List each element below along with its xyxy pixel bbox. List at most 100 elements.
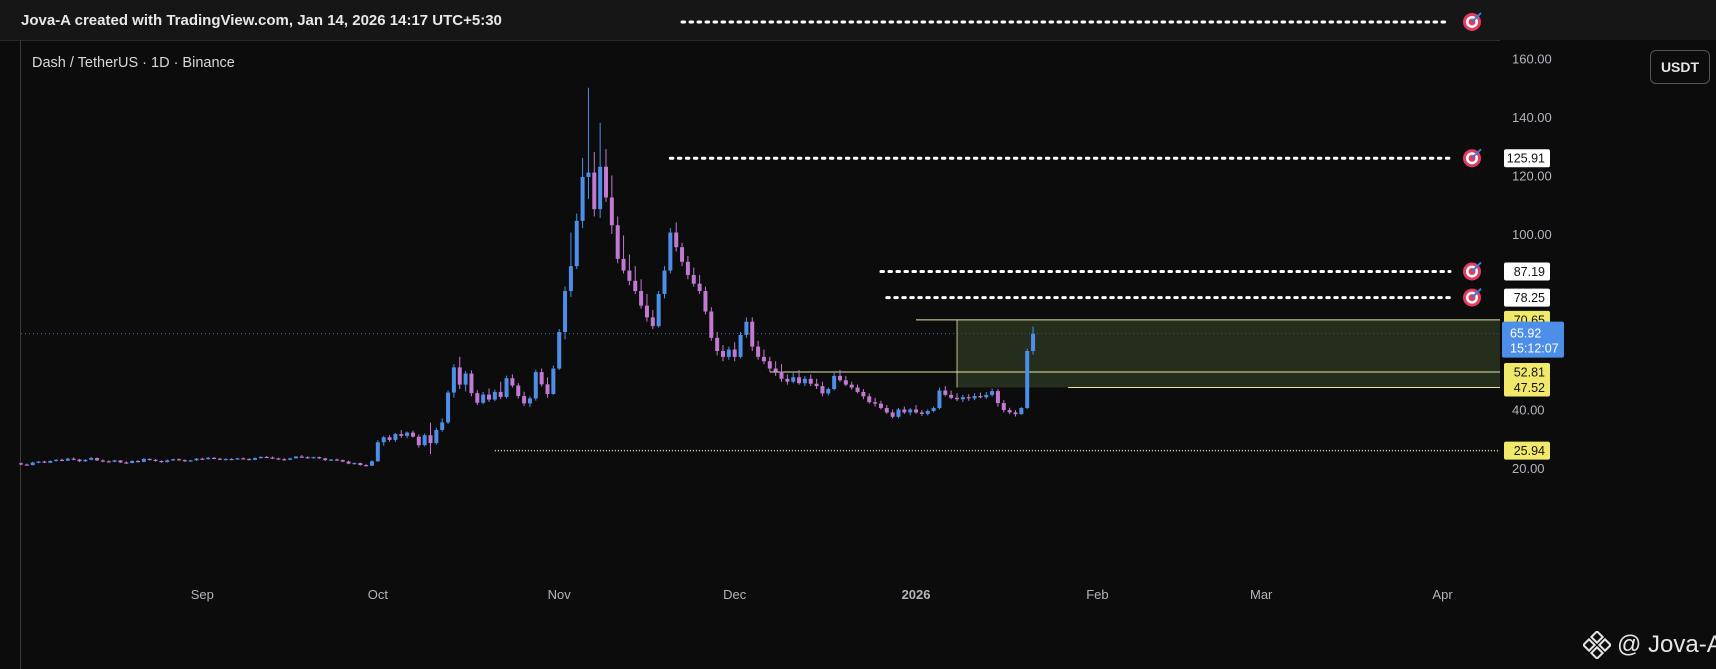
currency-button[interactable]: USDT: [1650, 50, 1710, 84]
candle: [305, 456, 310, 459]
candle: [756, 340, 761, 360]
candle: [680, 242, 685, 267]
candle: [551, 365, 556, 395]
candle: [416, 434, 421, 448]
candle: [925, 409, 930, 416]
candle: [843, 375, 848, 387]
candle: [919, 410, 924, 416]
candle: [592, 152, 597, 217]
candle: [194, 458, 199, 461]
candle: [1019, 407, 1024, 415]
y-tick-label: 20.00: [1512, 461, 1545, 476]
candle: [984, 391, 989, 399]
candle: [118, 460, 123, 464]
candle: [943, 386, 948, 397]
y-tick-label: 40.00: [1512, 403, 1545, 418]
candle: [978, 392, 983, 399]
x-tick-label: Nov: [548, 587, 572, 602]
candle: [914, 405, 919, 414]
symbol-label: Dash / TetherUS · 1D · Binance: [32, 55, 235, 71]
candle: [106, 460, 111, 463]
candle: [410, 430, 415, 438]
candle: [516, 383, 521, 399]
candle: [176, 458, 181, 461]
candle: [761, 349, 766, 365]
candle: [568, 232, 573, 297]
y-tick-label: 100.00: [1512, 227, 1552, 242]
candle: [253, 457, 257, 461]
target-icon: [1471, 12, 1482, 23]
candle: [604, 149, 608, 202]
candle: [77, 458, 82, 463]
watermark: @ Jova-A: [1583, 631, 1716, 659]
candle: [814, 378, 819, 390]
watermark-text: @ Jova-A: [1617, 631, 1716, 658]
candle: [124, 461, 129, 464]
candle: [510, 374, 515, 388]
candle: [627, 254, 632, 286]
candle: [24, 463, 29, 466]
price-label: [1504, 288, 1550, 307]
price-label: [1504, 363, 1550, 382]
candle: [1031, 326, 1036, 355]
candle: [89, 456, 94, 461]
candle: [136, 460, 140, 463]
price-label-text: 47.52: [1514, 381, 1545, 395]
candle: [586, 87, 591, 199]
candle: [492, 389, 497, 402]
candle: [182, 459, 187, 462]
candle: [955, 393, 959, 402]
candle: [832, 372, 837, 391]
candle: [867, 393, 872, 404]
candle: [399, 429, 404, 438]
candle: [288, 457, 293, 461]
candle: [990, 388, 995, 397]
price-label-text: 87.19: [1514, 265, 1545, 279]
candle: [972, 393, 977, 401]
candle: [744, 317, 749, 338]
candle: [223, 458, 228, 461]
candle: [656, 291, 661, 328]
candle: [19, 462, 23, 466]
candle: [440, 418, 445, 432]
candle: [527, 396, 532, 408]
candle: [574, 213, 579, 270]
candle: [352, 462, 357, 465]
candle: [1001, 400, 1006, 413]
candle: [370, 460, 374, 466]
candle: [621, 235, 626, 274]
candle: [639, 279, 644, 309]
price-label: [1504, 441, 1550, 460]
candle: [878, 400, 883, 410]
candle: [726, 346, 731, 360]
candle: [890, 409, 895, 419]
candle: [773, 361, 778, 376]
x-tick-label: Apr: [1432, 587, 1453, 602]
candle: [434, 427, 439, 445]
candle: [849, 381, 854, 390]
candle: [732, 342, 737, 362]
candle: [931, 406, 936, 413]
candle: [329, 458, 334, 461]
candle: [995, 389, 1000, 407]
candle: [159, 460, 164, 463]
candle: [697, 274, 702, 294]
candle: [188, 459, 193, 462]
x-tick-label: Oct: [368, 587, 389, 602]
candle: [481, 391, 486, 405]
candle: [270, 456, 275, 459]
candle: [141, 458, 146, 463]
candle: [779, 364, 784, 382]
candle: [317, 456, 322, 459]
candle: [767, 356, 772, 372]
candle: [212, 457, 217, 460]
candle: [446, 390, 451, 425]
candle: [580, 157, 585, 229]
price-label-text: 25.94: [1514, 444, 1545, 458]
candle: [633, 266, 638, 294]
candle: [258, 456, 263, 459]
candle: [563, 286, 568, 340]
candle: [802, 375, 807, 387]
candle: [791, 372, 796, 384]
